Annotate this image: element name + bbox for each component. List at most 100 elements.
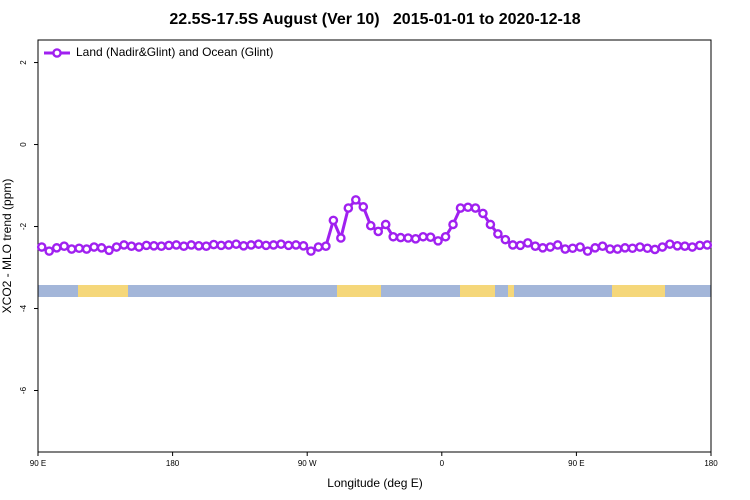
data-point — [246, 240, 256, 250]
data-point — [268, 240, 279, 250]
data-point — [508, 240, 518, 250]
data-point — [276, 239, 286, 249]
data-point — [657, 242, 668, 252]
data-point — [425, 232, 436, 242]
data-point — [238, 240, 249, 251]
land-band — [612, 285, 665, 297]
x-tick-label: 90 W — [298, 459, 317, 468]
data-point — [96, 243, 107, 253]
data-point — [455, 203, 466, 213]
y-tick-label: -4 — [19, 304, 28, 312]
data-point — [164, 240, 174, 251]
legend-label: Land (Nadir&Glint) and Ocean (Glint) — [76, 45, 273, 59]
data-point — [321, 241, 331, 252]
data-point — [687, 242, 698, 252]
land-band — [337, 285, 381, 297]
data-point — [380, 219, 391, 230]
data-point — [500, 234, 511, 245]
y-tick-label: -2 — [19, 222, 28, 230]
data-point — [448, 219, 458, 230]
chart-title: 22.5S-17.5S August (Ver 10) 2015-01-01 t… — [169, 11, 580, 28]
data-point — [253, 239, 264, 249]
data-point — [126, 241, 137, 252]
data-point — [463, 202, 473, 213]
legend-marker — [52, 48, 62, 58]
data-point — [485, 219, 496, 230]
data-point — [522, 238, 533, 248]
data-point — [216, 240, 227, 251]
data-point — [119, 240, 129, 250]
data-point — [627, 243, 638, 254]
data-point — [560, 244, 570, 254]
data-point — [201, 241, 212, 252]
data-point — [590, 243, 600, 253]
data-point — [36, 242, 47, 252]
data-point — [291, 240, 301, 250]
data-point — [179, 241, 189, 252]
land-band — [78, 285, 128, 297]
data-point — [575, 242, 585, 252]
data-point — [59, 241, 69, 252]
data-point — [261, 240, 271, 251]
data-point — [171, 240, 182, 250]
data-point — [223, 240, 234, 250]
data-point — [111, 242, 122, 252]
data-point — [515, 240, 526, 251]
data-point — [81, 244, 92, 254]
data-point — [44, 246, 55, 256]
data-point — [702, 240, 713, 250]
data-point — [74, 243, 84, 254]
data-point — [620, 243, 630, 253]
data-point — [635, 242, 645, 252]
data-point — [567, 243, 578, 254]
data-point — [134, 242, 144, 252]
data-point — [358, 202, 369, 212]
data-point — [395, 232, 406, 243]
land-band — [460, 285, 495, 297]
data-point — [642, 243, 653, 254]
data-point — [343, 203, 354, 213]
data-point — [545, 242, 556, 252]
data-point — [680, 241, 690, 252]
data-point — [156, 241, 167, 252]
x-tick-label: 90 E — [568, 459, 584, 468]
data-point — [104, 245, 114, 256]
data-point — [665, 239, 675, 249]
x-tick-label: 0 — [440, 459, 445, 468]
x-tick-label: 180 — [704, 459, 718, 468]
data-point — [605, 244, 615, 254]
data-point — [597, 241, 608, 252]
data-point — [410, 234, 421, 244]
data-point — [351, 195, 361, 205]
data-point — [672, 240, 683, 251]
data-point — [373, 226, 384, 237]
data-point — [612, 244, 623, 254]
land-band — [508, 285, 514, 297]
data-point — [650, 244, 660, 255]
data-point — [283, 240, 294, 251]
data-point — [336, 233, 346, 243]
x-tick-label: 180 — [166, 459, 180, 468]
data-point — [186, 240, 197, 250]
data-point — [328, 215, 339, 226]
data-point — [478, 208, 488, 219]
data-point — [388, 231, 398, 242]
data-point — [313, 242, 324, 252]
y-axis-label: XCO2 - MLO trend (ppm) — [0, 179, 14, 314]
data-point — [306, 246, 316, 256]
data-point — [433, 236, 443, 246]
land-ocean-mask — [38, 285, 711, 297]
data-point — [66, 244, 77, 254]
data-point — [208, 239, 219, 250]
y-tick-label: -6 — [19, 386, 28, 394]
data-point — [694, 240, 705, 251]
x-tick-label: 90 E — [30, 459, 46, 468]
data-point — [193, 240, 204, 251]
data-point — [51, 243, 62, 253]
y-tick-label: 0 — [19, 142, 28, 147]
data-point — [582, 246, 593, 256]
data-point — [552, 240, 563, 250]
data-point — [365, 220, 376, 231]
data-point — [149, 240, 159, 251]
